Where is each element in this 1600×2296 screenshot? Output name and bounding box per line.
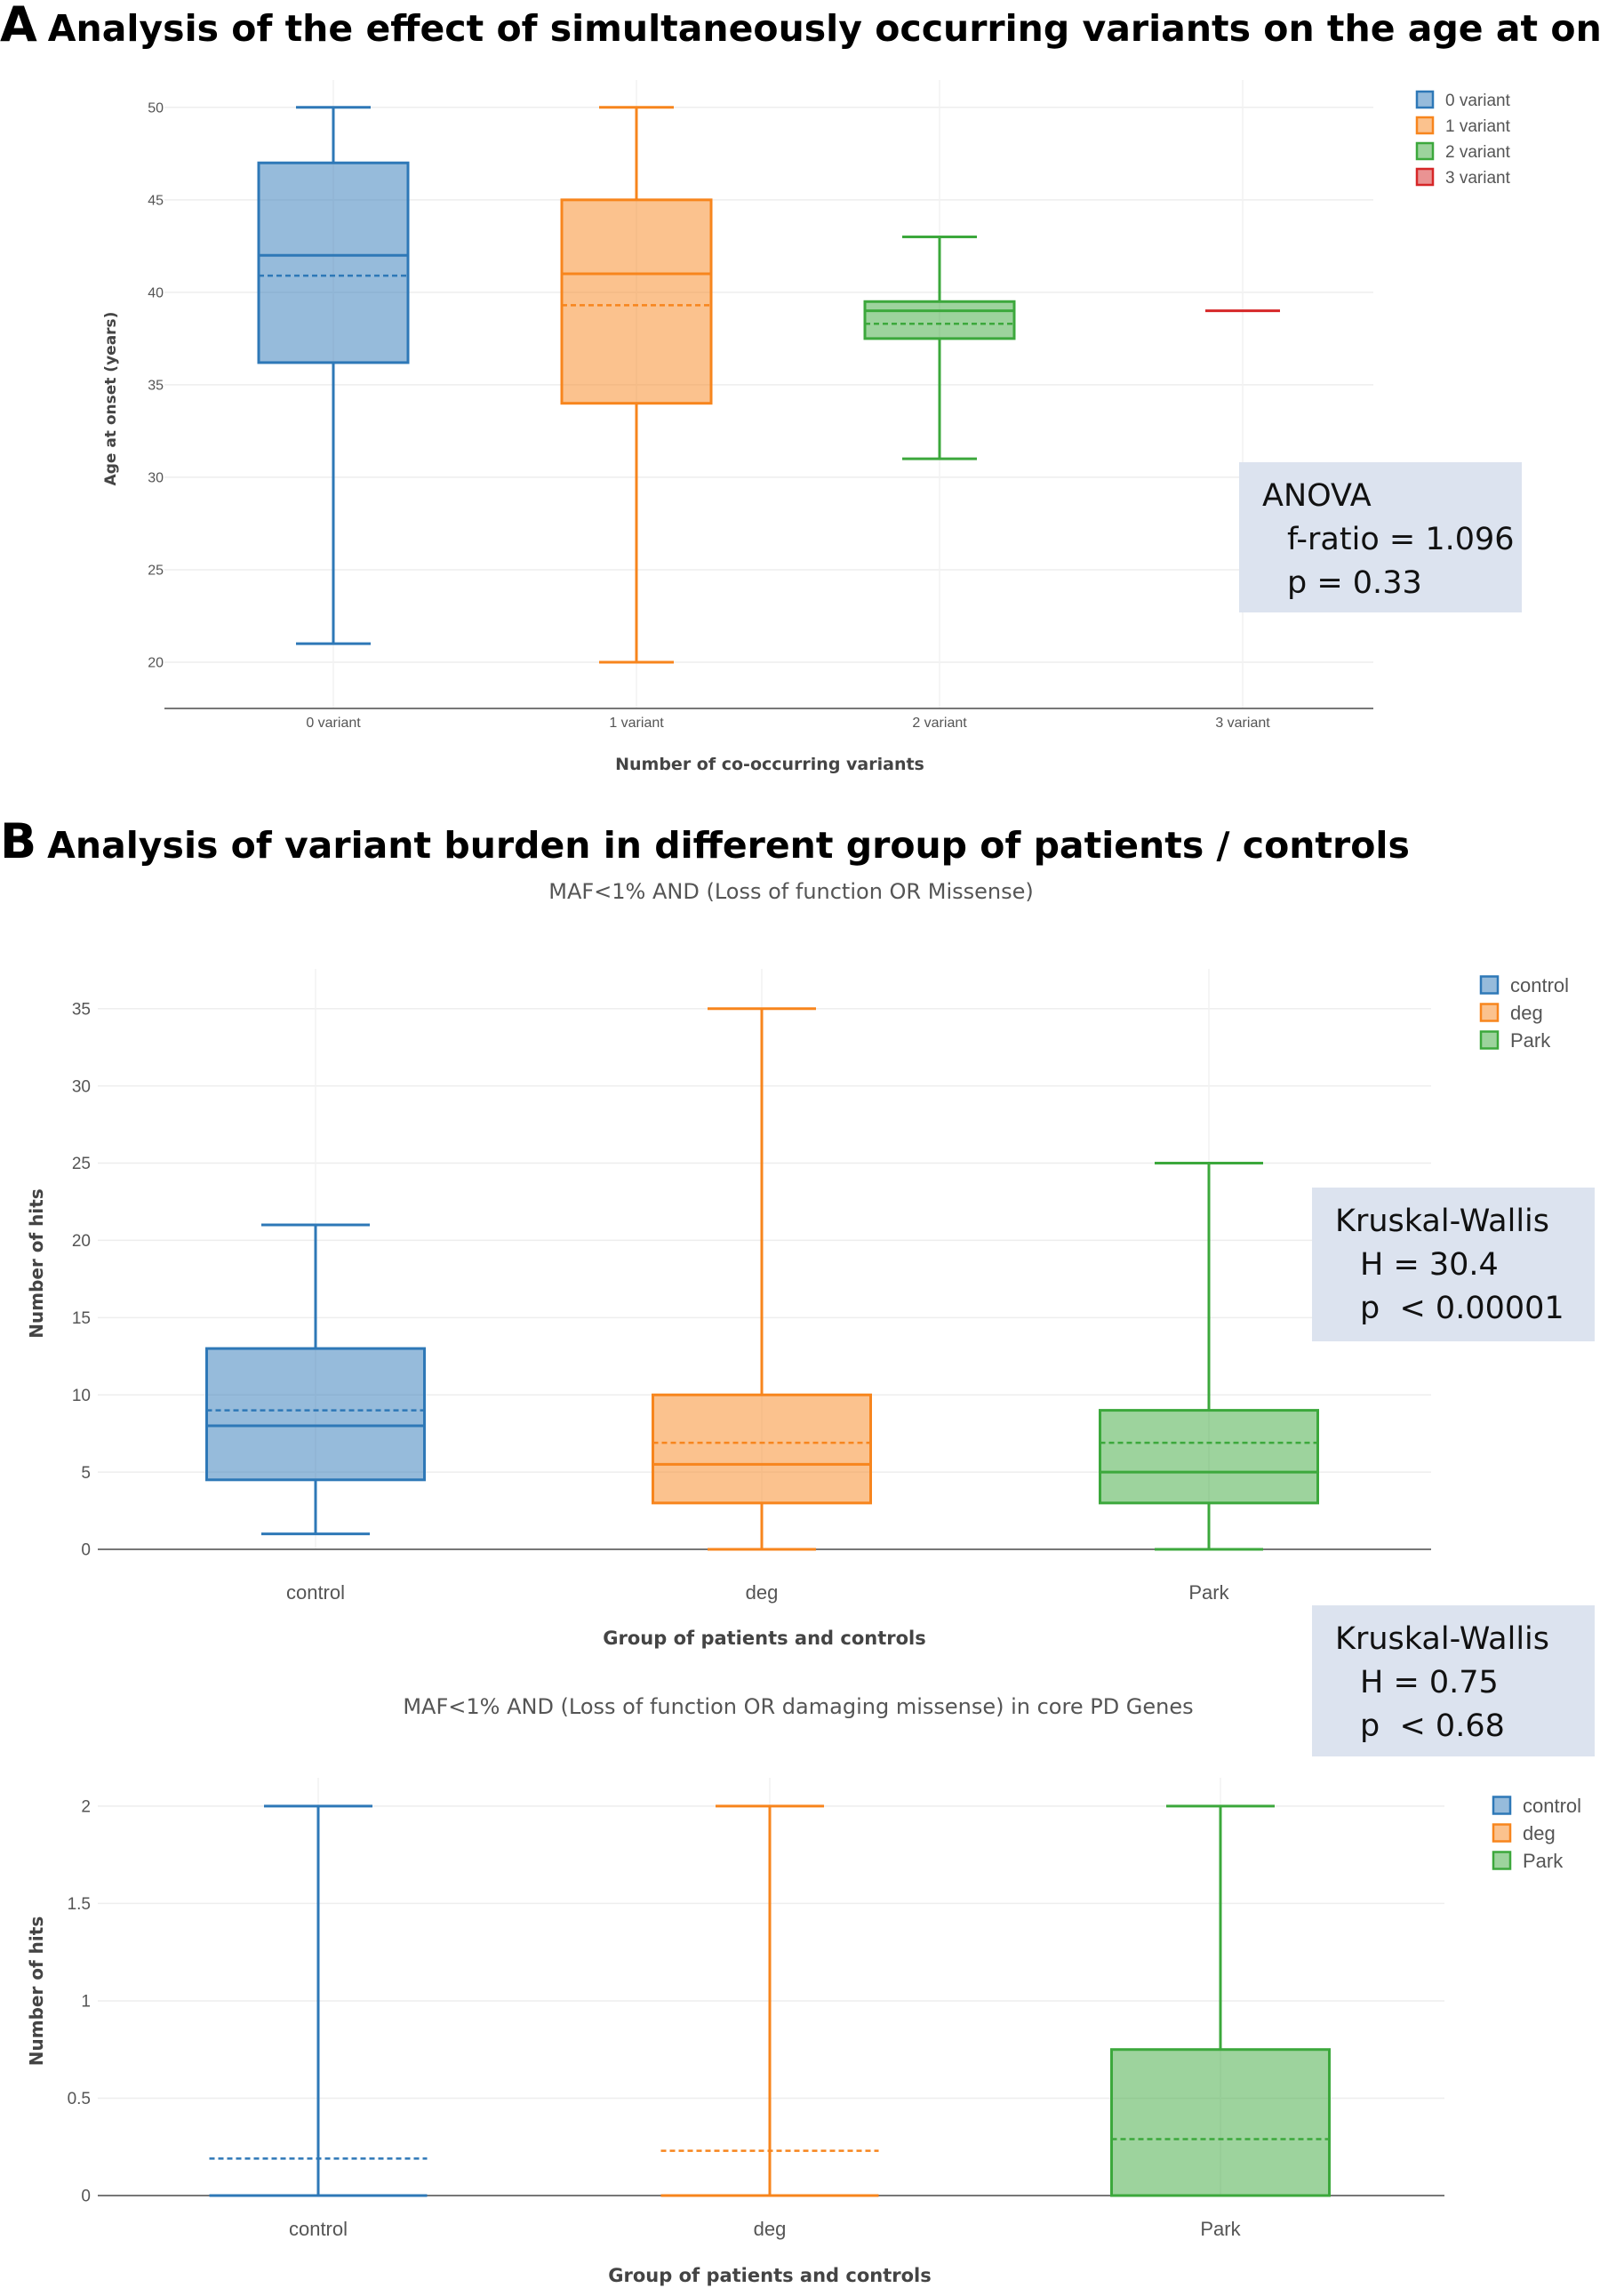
chart-a-legend-swatch <box>1415 167 1435 187</box>
chart-a-ytick-label: 50 <box>148 100 164 116</box>
chart-b2-ytick-label: 2 <box>81 1798 91 1817</box>
chart-b2-xtick-label: deg <box>754 2218 787 2240</box>
chart-a-legend-label: 2 variant <box>1445 143 1511 162</box>
chart-a-legend-swatch <box>1415 116 1435 135</box>
stat-box-heading: Kruskal-Wallis <box>1335 1204 1550 1239</box>
chart-a-ytick-label: 25 <box>148 564 164 579</box>
chart-b1-legend-swatch <box>1479 975 1500 995</box>
chart-b2-xtick-label: control <box>289 2218 348 2240</box>
chart-b2-ytick-label: 1.5 <box>68 1895 91 1914</box>
chart-b2-legend-swatch <box>1492 1796 1512 1815</box>
chart-a-xtick-label: 1 variant <box>609 716 664 731</box>
chart-a-ytick-label: 40 <box>148 285 164 300</box>
chart-b1-xtick-label: deg <box>746 1581 779 1604</box>
chart-b1-ytick-label: 30 <box>72 1077 91 1096</box>
chart-b1-ytick-label: 10 <box>72 1387 91 1405</box>
chart-a-box-1-variant <box>560 198 713 405</box>
stat-box-statistic: f-ratio = 1.096 <box>1287 522 1515 557</box>
chart-b1-title: MAF<1% AND (Loss of function OR Missense… <box>548 879 1033 904</box>
chart-b2-ytick-label: 0.5 <box>68 2090 91 2108</box>
stat-box-pvalue: p = 0.33 <box>1287 565 1422 601</box>
chart-a-legend-label: 3 variant <box>1445 169 1511 188</box>
kruskal-wallis-stat-box-2: Kruskal-Wallis H = 0.75 p < 0.68 <box>1312 1605 1595 1756</box>
panel-a-title: Analysis of the effect of simultaneously… <box>47 7 1600 50</box>
panel-b-heading: B Analysis of variant burden in different… <box>0 813 1410 869</box>
chart-b2-ytick-label: 1 <box>81 1993 91 2012</box>
chart-b2-legend-label: control <box>1523 1795 1581 1817</box>
chart-b1-x-axis-title: Group of patients and controls <box>603 1628 925 1649</box>
chart-b1-box-deg <box>652 1393 872 1505</box>
chart-a-legend-label: 1 variant <box>1445 117 1511 136</box>
chart-b2-y-axis-title: Number of hits <box>26 1916 47 2067</box>
stat-box-statistic: H = 0.75 <box>1360 1665 1499 1700</box>
kruskal-wallis-stat-box-1: Kruskal-Wallis H = 30.4 p < 0.00001 <box>1312 1188 1595 1341</box>
chart-b1-ytick-label: 15 <box>72 1309 91 1328</box>
panel-b-title: Analysis of variant burden in different … <box>47 824 1410 867</box>
panel-b-letter: B <box>0 813 37 869</box>
panel-a-letter: A <box>0 0 37 52</box>
chart-a-ytick-label: 45 <box>148 193 164 208</box>
chart-b1-ytick-label: 0 <box>81 1541 91 1560</box>
chart-b1-box-control <box>205 1347 426 1482</box>
stat-box-pvalue: p < 0.00001 <box>1360 1291 1564 1326</box>
chart-b2-title: MAF<1% AND (Loss of function OR damaging… <box>403 1694 1193 1719</box>
chart-b1-xtick-label: control <box>286 1581 345 1604</box>
chart-b1-legend-label: control <box>1510 974 1569 996</box>
chart-a-box-2-variant <box>863 300 1016 340</box>
chart-a-x-axis-title: Number of co-occurring variants <box>615 755 924 774</box>
stat-box-pvalue: p < 0.68 <box>1360 1708 1505 1744</box>
chart-b1-legend-label: deg <box>1510 1002 1543 1024</box>
chart-b2-legend-label: deg <box>1523 1822 1556 1844</box>
panel-a-heading: A Analysis of the effect of simultaneousl… <box>0 0 1600 52</box>
chart-b1-ytick-label: 5 <box>81 1464 91 1483</box>
chart-a-xtick-label: 0 variant <box>306 716 361 731</box>
stat-box-heading: ANOVA <box>1262 478 1372 514</box>
chart-b1-legend-swatch <box>1479 1030 1500 1050</box>
chart-b1-ytick-label: 20 <box>72 1232 91 1251</box>
chart-a-y-axis-title: Age at onset (years) <box>102 312 120 486</box>
chart-b1-legend-swatch <box>1479 1003 1500 1022</box>
chart-a-xtick-label: 3 variant <box>1215 716 1270 731</box>
chart-b2-legend-swatch <box>1492 1851 1512 1870</box>
chart-b2-xtick-label: Park <box>1200 2218 1241 2240</box>
chart-b1-ytick-label: 35 <box>72 1000 91 1019</box>
chart-a-legend-swatch <box>1415 90 1435 109</box>
chart-b2-legend-label: Park <box>1523 1850 1564 1872</box>
chart-a-ytick-label: 20 <box>148 656 164 671</box>
chart-b1-xtick-label: Park <box>1188 1581 1229 1604</box>
chart-a-ytick-label: 35 <box>148 378 164 393</box>
chart-a-ytick-label: 30 <box>148 471 164 486</box>
stat-box-heading: Kruskal-Wallis <box>1335 1621 1550 1657</box>
chart-a-legend-label: 0 variant <box>1445 92 1511 110</box>
chart-a-xtick-label: 2 variant <box>912 716 967 731</box>
chart-b1-y-axis-title: Number of hits <box>26 1188 47 1339</box>
chart-b1-box-park <box>1099 1409 1319 1505</box>
chart-b1-ytick-label: 25 <box>72 1155 91 1173</box>
chart-b1-legend-label: Park <box>1510 1029 1551 1052</box>
chart-b2-ytick-label: 0 <box>81 2188 91 2206</box>
chart-a-legend-swatch <box>1415 141 1435 161</box>
stat-box-statistic: H = 30.4 <box>1360 1247 1499 1283</box>
chart-b2-box-park <box>1110 2048 1331 2197</box>
anova-stat-box: ANOVA f-ratio = 1.096 p = 0.33 <box>1239 462 1522 612</box>
chart-b2-legend-swatch <box>1492 1823 1512 1843</box>
chart-a-box-0-variant <box>257 161 410 364</box>
chart-b2-x-axis-title: Group of patients and controls <box>608 2265 931 2286</box>
